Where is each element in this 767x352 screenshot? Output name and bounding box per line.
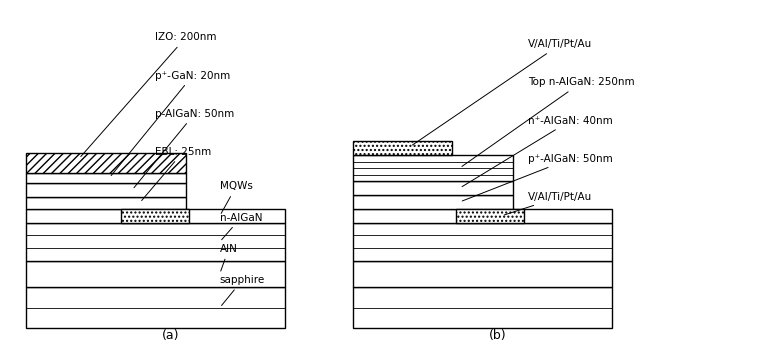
Text: Top n-AlGaN: 250nm: Top n-AlGaN: 250nm <box>462 77 635 166</box>
Bar <box>25 197 186 209</box>
Text: IZO: 200nm: IZO: 200nm <box>81 32 216 157</box>
Bar <box>25 261 285 287</box>
Bar <box>353 209 612 223</box>
Bar <box>25 209 285 223</box>
Bar <box>456 209 525 223</box>
Bar <box>353 142 452 155</box>
Bar <box>353 181 513 195</box>
Text: sapphire: sapphire <box>220 275 265 306</box>
Bar <box>25 153 186 172</box>
Bar <box>120 209 189 223</box>
Text: V/Al/Ti/Pt/Au: V/Al/Ti/Pt/Au <box>413 39 592 145</box>
Bar <box>353 155 513 181</box>
Text: p⁺-GaN: 20nm: p⁺-GaN: 20nm <box>111 70 230 176</box>
Text: (a): (a) <box>162 329 179 342</box>
Text: AlN: AlN <box>220 244 238 271</box>
Text: (b): (b) <box>489 329 506 342</box>
Text: MQWs: MQWs <box>220 181 252 213</box>
Text: n⁺-AlGaN: 40nm: n⁺-AlGaN: 40nm <box>462 115 613 187</box>
Bar <box>25 287 285 328</box>
Text: p⁺-AlGaN: 50nm: p⁺-AlGaN: 50nm <box>463 154 613 201</box>
Bar <box>25 223 285 261</box>
Text: n-AlGaN: n-AlGaN <box>220 213 262 240</box>
Bar <box>353 287 612 328</box>
Text: EBL: 25nm: EBL: 25nm <box>142 147 212 201</box>
Bar <box>353 261 612 287</box>
Text: V/Al/Ti/Pt/Au: V/Al/Ti/Pt/Au <box>504 192 592 215</box>
Bar <box>353 195 513 209</box>
Bar <box>25 183 186 197</box>
Bar <box>353 223 612 261</box>
Text: p-AlGaN: 50nm: p-AlGaN: 50nm <box>134 109 234 188</box>
Bar <box>25 172 186 183</box>
